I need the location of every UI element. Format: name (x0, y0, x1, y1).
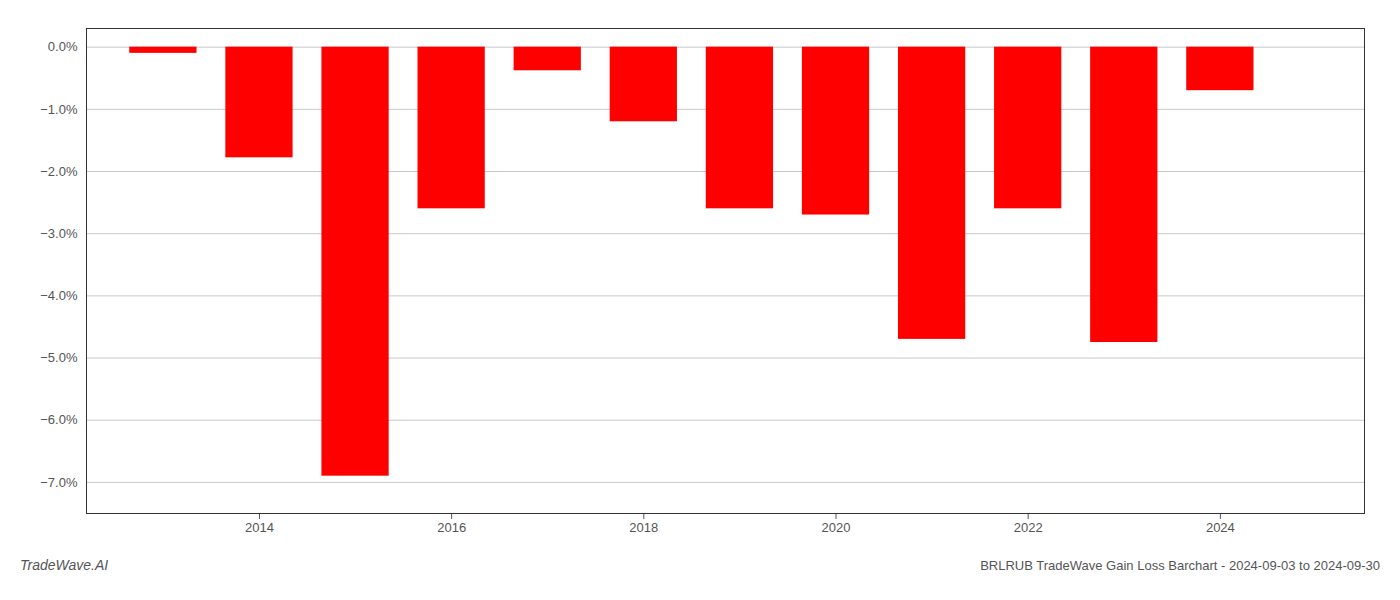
svg-text:−5.0%: −5.0% (40, 350, 78, 365)
svg-text:−3.0%: −3.0% (40, 226, 78, 241)
svg-text:2016: 2016 (437, 520, 466, 535)
html-text:TradeWave.AI: TradeWave.AI (20, 557, 109, 573)
svg-text:−1.0%: −1.0% (40, 101, 78, 116)
svg-text:2018: 2018 (629, 520, 658, 535)
svg-text:−6.0%: −6.0% (40, 412, 78, 427)
svg-text:−4.0%: −4.0% (40, 288, 78, 303)
svg-text:2014: 2014 (245, 520, 274, 535)
svg-text:2022: 2022 (1014, 520, 1043, 535)
svg-text:−7.0%: −7.0% (40, 475, 78, 490)
svg-text:2020: 2020 (822, 520, 851, 535)
html-text:BRLRUB TradeWave Gain Loss Bar: BRLRUB TradeWave Gain Loss Barchart - 20… (980, 558, 1380, 573)
svg-text:−2.0%: −2.0% (40, 164, 78, 179)
svg-text:2024: 2024 (1206, 520, 1235, 535)
svg-text:0.0%: 0.0% (48, 39, 78, 54)
